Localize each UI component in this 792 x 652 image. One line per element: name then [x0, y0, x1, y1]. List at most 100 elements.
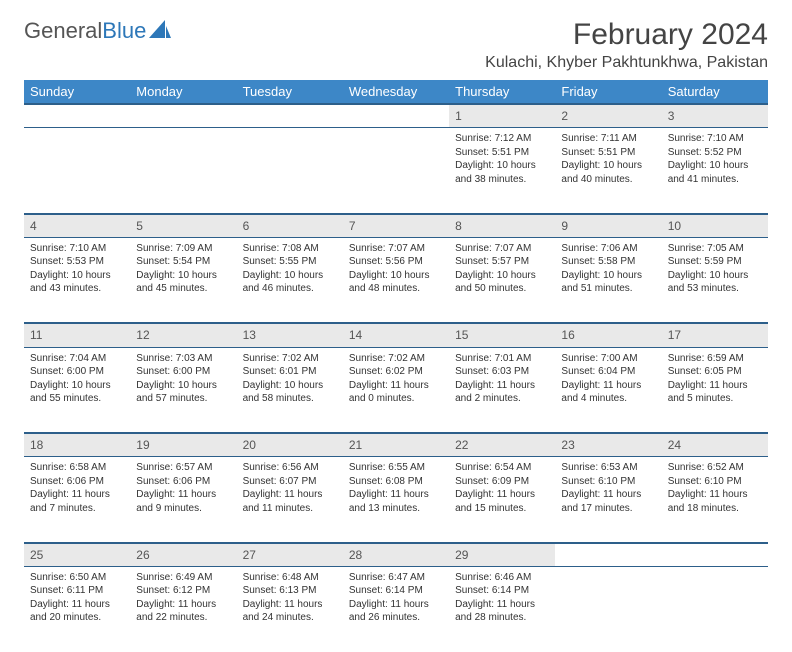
day-number: 17: [662, 323, 768, 347]
day2-text: and 57 minutes.: [136, 392, 230, 406]
sunset-text: Sunset: 6:03 PM: [455, 365, 549, 379]
sunrise-text: Sunrise: 7:03 AM: [136, 352, 230, 366]
day1-text: Daylight: 11 hours: [455, 598, 549, 612]
day2-text: and 26 minutes.: [349, 611, 443, 625]
day-cell: Sunrise: 6:53 AMSunset: 6:10 PMDaylight:…: [555, 457, 661, 543]
day-cell: Sunrise: 7:12 AMSunset: 5:51 PMDaylight:…: [449, 128, 555, 214]
sunrise-text: Sunrise: 7:08 AM: [243, 242, 337, 256]
day-number: 27: [237, 543, 343, 567]
day-number: 28: [343, 543, 449, 567]
sunset-text: Sunset: 6:06 PM: [30, 475, 124, 489]
day1-text: Daylight: 10 hours: [243, 379, 337, 393]
sail-icon: [149, 18, 171, 44]
weekday-header: Friday: [555, 80, 661, 104]
sunrise-text: Sunrise: 6:47 AM: [349, 571, 443, 585]
sunset-text: Sunset: 5:55 PM: [243, 255, 337, 269]
day2-text: and 38 minutes.: [455, 173, 549, 187]
sunrise-text: Sunrise: 7:09 AM: [136, 242, 230, 256]
day-cell: [130, 128, 236, 214]
day-cell: Sunrise: 7:07 AMSunset: 5:57 PMDaylight:…: [449, 237, 555, 323]
day-number: 26: [130, 543, 236, 567]
sunrise-text: Sunrise: 7:11 AM: [561, 132, 655, 146]
day-cell: Sunrise: 6:59 AMSunset: 6:05 PMDaylight:…: [662, 347, 768, 433]
brand-part1: General: [24, 18, 102, 44]
sunset-text: Sunset: 5:52 PM: [668, 146, 762, 160]
brand-part2: Blue: [102, 18, 146, 44]
day-number: 18: [24, 433, 130, 457]
sunset-text: Sunset: 5:53 PM: [30, 255, 124, 269]
day-cell: Sunrise: 7:06 AMSunset: 5:58 PMDaylight:…: [555, 237, 661, 323]
day-number: 23: [555, 433, 661, 457]
weekday-header: Tuesday: [237, 80, 343, 104]
day-number: 6: [237, 214, 343, 238]
day1-text: Daylight: 11 hours: [455, 379, 549, 393]
sunrise-text: Sunrise: 7:01 AM: [455, 352, 549, 366]
sunset-text: Sunset: 6:04 PM: [561, 365, 655, 379]
day-cell: [343, 128, 449, 214]
day-cell: [662, 566, 768, 652]
weekday-header: Thursday: [449, 80, 555, 104]
day-cell: Sunrise: 7:04 AMSunset: 6:00 PMDaylight:…: [24, 347, 130, 433]
day1-text: Daylight: 10 hours: [455, 159, 549, 173]
sunset-text: Sunset: 6:02 PM: [349, 365, 443, 379]
day-cell: Sunrise: 7:05 AMSunset: 5:59 PMDaylight:…: [662, 237, 768, 323]
sunset-text: Sunset: 6:13 PM: [243, 584, 337, 598]
daynum-row: 2526272829: [24, 543, 768, 567]
day1-text: Daylight: 11 hours: [349, 488, 443, 502]
day-number: 13: [237, 323, 343, 347]
day-cell: Sunrise: 7:10 AMSunset: 5:52 PMDaylight:…: [662, 128, 768, 214]
data-row: Sunrise: 6:50 AMSunset: 6:11 PMDaylight:…: [24, 566, 768, 652]
day2-text: and 7 minutes.: [30, 502, 124, 516]
weekday-header: Wednesday: [343, 80, 449, 104]
day-number: 24: [662, 433, 768, 457]
data-row: Sunrise: 7:04 AMSunset: 6:00 PMDaylight:…: [24, 347, 768, 433]
daynum-row: 18192021222324: [24, 433, 768, 457]
title-block: February 2024 Kulachi, Khyber Pakhtunkhw…: [485, 18, 768, 72]
day-number: 15: [449, 323, 555, 347]
day-cell: Sunrise: 6:48 AMSunset: 6:13 PMDaylight:…: [237, 566, 343, 652]
data-row: Sunrise: 7:12 AMSunset: 5:51 PMDaylight:…: [24, 128, 768, 214]
sunrise-text: Sunrise: 6:57 AM: [136, 461, 230, 475]
day1-text: Daylight: 11 hours: [136, 488, 230, 502]
day2-text: and 24 minutes.: [243, 611, 337, 625]
sunset-text: Sunset: 6:01 PM: [243, 365, 337, 379]
day-cell: Sunrise: 7:00 AMSunset: 6:04 PMDaylight:…: [555, 347, 661, 433]
day1-text: Daylight: 10 hours: [243, 269, 337, 283]
sunset-text: Sunset: 5:54 PM: [136, 255, 230, 269]
day-number: 14: [343, 323, 449, 347]
day-number: 29: [449, 543, 555, 567]
sunrise-text: Sunrise: 7:05 AM: [668, 242, 762, 256]
day1-text: Daylight: 10 hours: [30, 379, 124, 393]
sunrise-text: Sunrise: 7:12 AM: [455, 132, 549, 146]
day2-text: and 22 minutes.: [136, 611, 230, 625]
day-number: 8: [449, 214, 555, 238]
day-number: 25: [24, 543, 130, 567]
day-number: 5: [130, 214, 236, 238]
day-number: [130, 104, 236, 128]
day1-text: Daylight: 11 hours: [455, 488, 549, 502]
day-number: 19: [130, 433, 236, 457]
day1-text: Daylight: 10 hours: [136, 269, 230, 283]
sunrise-text: Sunrise: 7:10 AM: [668, 132, 762, 146]
sunrise-text: Sunrise: 6:46 AM: [455, 571, 549, 585]
day-number: [662, 543, 768, 567]
day-cell: [237, 128, 343, 214]
sunset-text: Sunset: 6:08 PM: [349, 475, 443, 489]
day-number: 20: [237, 433, 343, 457]
sunrise-text: Sunrise: 6:49 AM: [136, 571, 230, 585]
day-cell: Sunrise: 6:55 AMSunset: 6:08 PMDaylight:…: [343, 457, 449, 543]
location-text: Kulachi, Khyber Pakhtunkhwa, Pakistan: [485, 54, 768, 72]
day2-text: and 58 minutes.: [243, 392, 337, 406]
day-cell: Sunrise: 6:56 AMSunset: 6:07 PMDaylight:…: [237, 457, 343, 543]
sunrise-text: Sunrise: 7:06 AM: [561, 242, 655, 256]
sunset-text: Sunset: 6:14 PM: [349, 584, 443, 598]
day1-text: Daylight: 10 hours: [136, 379, 230, 393]
day1-text: Daylight: 11 hours: [243, 488, 337, 502]
day2-text: and 51 minutes.: [561, 282, 655, 296]
sunrise-text: Sunrise: 7:10 AM: [30, 242, 124, 256]
weekday-header: Sunday: [24, 80, 130, 104]
day2-text: and 13 minutes.: [349, 502, 443, 516]
header: GeneralBlue February 2024 Kulachi, Khybe…: [24, 18, 768, 72]
brand-logo: GeneralBlue: [24, 18, 171, 44]
day-number: [237, 104, 343, 128]
